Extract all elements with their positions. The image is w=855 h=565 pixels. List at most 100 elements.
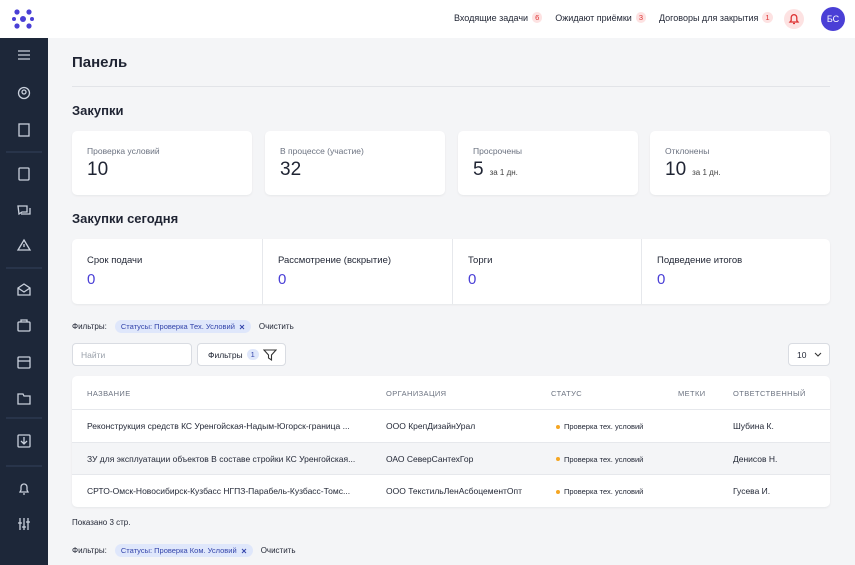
stat-card[interactable]: Отклонены 10 за 1 дн. [650, 131, 830, 195]
filter-chip-text: Статусы: Проверка Тех. Условий [120, 322, 235, 331]
filter-chip-text: Статусы: Проверка Ком. Условий [120, 546, 237, 555]
clear-filters[interactable]: Очистить [258, 322, 294, 331]
today-column[interactable]: Срок подачи 0 [72, 239, 262, 304]
today-value: 0 [468, 271, 477, 288]
stat-row: 10 за 1 дн. [665, 159, 815, 181]
column-header: СТАТУС [551, 389, 583, 398]
column-header: ОРГАНИЗАЦИЯ [386, 389, 447, 398]
status: Проверка тех. условий [556, 455, 643, 464]
section-title: Закупки сегодня [72, 211, 179, 226]
today-column[interactable]: Подведение итогов 0 [641, 239, 830, 304]
table-header: НАЗВАНИЕ ОРГАНИЗАЦИЯ СТАТУС МЕТКИ ОТВЕТСТВЕН… [72, 376, 830, 410]
stat-note: за 1 дн. [489, 168, 518, 177]
remove-icon[interactable] [241, 548, 247, 554]
table-row[interactable]: Реконструкция средств КС Уренгойская-Над… [72, 410, 830, 443]
divider [72, 86, 830, 87]
status: Проверка тех. условий [556, 422, 643, 431]
today-value: 0 [278, 271, 287, 288]
cell: Реконструкция средств КС Уренгойская-Над… [87, 421, 350, 431]
stat-value: 10 [665, 159, 687, 180]
filter-count: 1 [246, 349, 259, 360]
filters-label: Фильтры: [72, 322, 107, 331]
cell: СРТО-Омск-Новосибирск-Кузбасс НГПЗ-Параб… [87, 486, 351, 496]
today-column[interactable]: Торги 0 [452, 239, 641, 304]
search-input[interactable]: Найти [72, 343, 192, 366]
stat-row: 32 [280, 159, 430, 181]
stat-value: 32 [280, 159, 302, 180]
filters: Фильтры: Статусы: Проверка Тех. Условий Оч… [72, 320, 294, 333]
nav-badge: 3 [635, 12, 646, 23]
top-bar: Входящие задачи 6 Ожидают приёмки 3 Договоры… [0, 0, 855, 38]
column-header: МЕТКИ [678, 389, 706, 398]
cell: ООО ТекстильЛенАсбоцементОпт [386, 486, 523, 496]
logo[interactable] [12, 8, 34, 30]
filter-icon [262, 348, 277, 361]
stat-card[interactable]: В процессе (участие) 32 [265, 131, 445, 195]
stat-row: 10 [87, 159, 237, 181]
stat-value: 10 [87, 159, 109, 180]
nav-item[interactable]: Входящие задачи 6 [454, 12, 543, 23]
status-text: Проверка тех. условий [564, 422, 644, 431]
sidebar [0, 38, 48, 565]
notifications[interactable] [783, 8, 805, 30]
status: Проверка тех. условий [556, 487, 643, 496]
nav-badge: 6 [532, 12, 543, 23]
nav-label: Договоры для закрытия [658, 12, 759, 23]
status-text: Проверка тех. условий [564, 487, 644, 496]
nav-item[interactable]: Ожидают приёмки 3 [555, 12, 646, 23]
stat-label: В процессе (участие) [280, 146, 364, 156]
page-title: Панель [72, 54, 128, 71]
stat-value: 5 [473, 159, 484, 180]
table-row[interactable]: ЗУ для эксплуатации объектов В составе с… [72, 442, 830, 475]
filter-button-label: Фильтры [208, 349, 243, 360]
stat-row: 5 за 1 дн. [473, 159, 623, 181]
stat-label: Просрочены [473, 146, 523, 156]
remove-icon[interactable] [239, 324, 245, 330]
column-header: НАЗВАНИЕ [87, 389, 131, 398]
top-nav: Входящие задачи 6 Ожидают приёмки 3 Договоры… [454, 12, 773, 23]
table-footer: Показано 3 стр. [72, 518, 131, 527]
status-text: Проверка тех. условий [564, 454, 644, 464]
cell: Денисов Н. [733, 453, 778, 464]
page-size-select[interactable]: 10 [788, 343, 830, 366]
filters-label: Фильтры: [72, 546, 107, 555]
status-dot [556, 424, 560, 429]
table: НАЗВАНИЕ ОРГАНИЗАЦИЯ СТАТУС МЕТКИ ОТВЕТСТВЕН… [72, 376, 830, 507]
avatar[interactable]: БС [821, 7, 845, 31]
column-header: ОТВЕТСТВЕННЫЙ [733, 389, 806, 398]
chevron [815, 352, 822, 357]
today-value: 0 [87, 271, 96, 288]
stat-label: Отклонены [665, 146, 710, 156]
stat-card[interactable]: Просрочены 5 за 1 дн. [458, 131, 638, 195]
cell: ОАО СеверСантехГор [386, 453, 474, 464]
cell: ЗУ для эксплуатации объектов В составе с… [87, 453, 356, 464]
filters: Фильтры: Статусы: Проверка Ком. Условий Оч… [72, 544, 296, 557]
section-title: Закупки [72, 103, 124, 118]
cell: ООО КрепДизайнУрал [386, 421, 476, 431]
table-row[interactable]: СРТО-Омск-Новосибирск-Кузбасс НГПЗ-Параб… [72, 475, 830, 507]
nav-label: Ожидают приёмки [555, 12, 632, 23]
clear-filters[interactable]: Очистить [260, 546, 296, 555]
today-label: Торги [468, 255, 493, 266]
cell: Гусева И. [733, 486, 771, 496]
today-label: Рассмотрение (вскрытие) [278, 255, 392, 266]
today-card: Срок подачи 0 Рассмотрение (вскрытие) 0 Торг… [72, 239, 830, 304]
nav-badge: 1 [762, 12, 773, 23]
filter-chip[interactable]: Статусы: Проверка Тех. Условий [114, 320, 251, 333]
status-dot [556, 457, 560, 461]
today-label: Подведение итогов [657, 255, 743, 266]
filter-chip[interactable]: Статусы: Проверка Ком. Условий [114, 544, 253, 557]
nav-item[interactable]: Договоры для закрытия 1 [659, 12, 773, 23]
status-dot [556, 489, 560, 494]
stat-note: за 1 дн. [692, 168, 721, 177]
stat-card[interactable]: Проверка условий 10 [72, 131, 252, 195]
today-value: 0 [657, 271, 666, 288]
filter-button[interactable]: Фильтры 1 [197, 343, 286, 366]
nav-label: Входящие задачи [454, 12, 529, 23]
stat-label: Проверка условий [87, 146, 160, 156]
cell: Шубина К. [733, 421, 774, 431]
today-label: Срок подачи [87, 255, 143, 266]
today-column[interactable]: Рассмотрение (вскрытие) 0 [262, 239, 452, 304]
page-size: 10 [797, 349, 807, 360]
